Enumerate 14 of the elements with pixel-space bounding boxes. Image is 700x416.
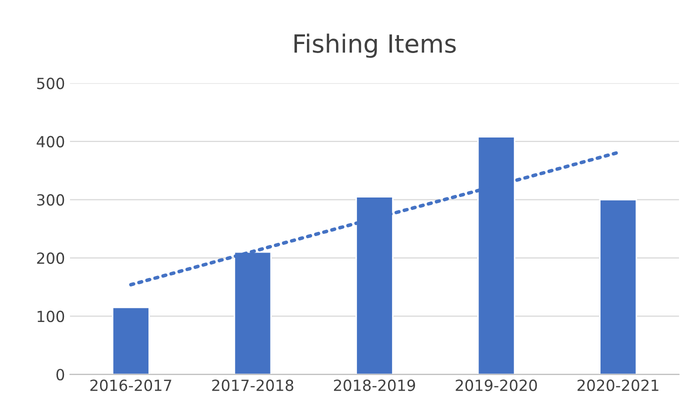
y-tick-label: 200 — [37, 252, 64, 264]
x-tick-label: 2018-2019 — [334, 380, 416, 392]
bar — [112, 306, 150, 374]
bar — [599, 198, 638, 374]
x-tick-label: 2019-2020 — [456, 380, 537, 392]
x-tick-label: 2020-2021 — [578, 380, 658, 392]
x-tick-label: 2016-2017 — [90, 380, 172, 392]
x-tick-label: 2017-2018 — [212, 380, 294, 392]
y-tick-label: 100 — [38, 310, 64, 322]
y-tick-label: 300 — [37, 194, 64, 206]
chart-title: Fishing Items — [294, 34, 456, 58]
y-tick-label: 500 — [37, 78, 64, 90]
y-tick-label: 0 — [56, 368, 64, 380]
y-tick-label: 400 — [36, 136, 64, 148]
